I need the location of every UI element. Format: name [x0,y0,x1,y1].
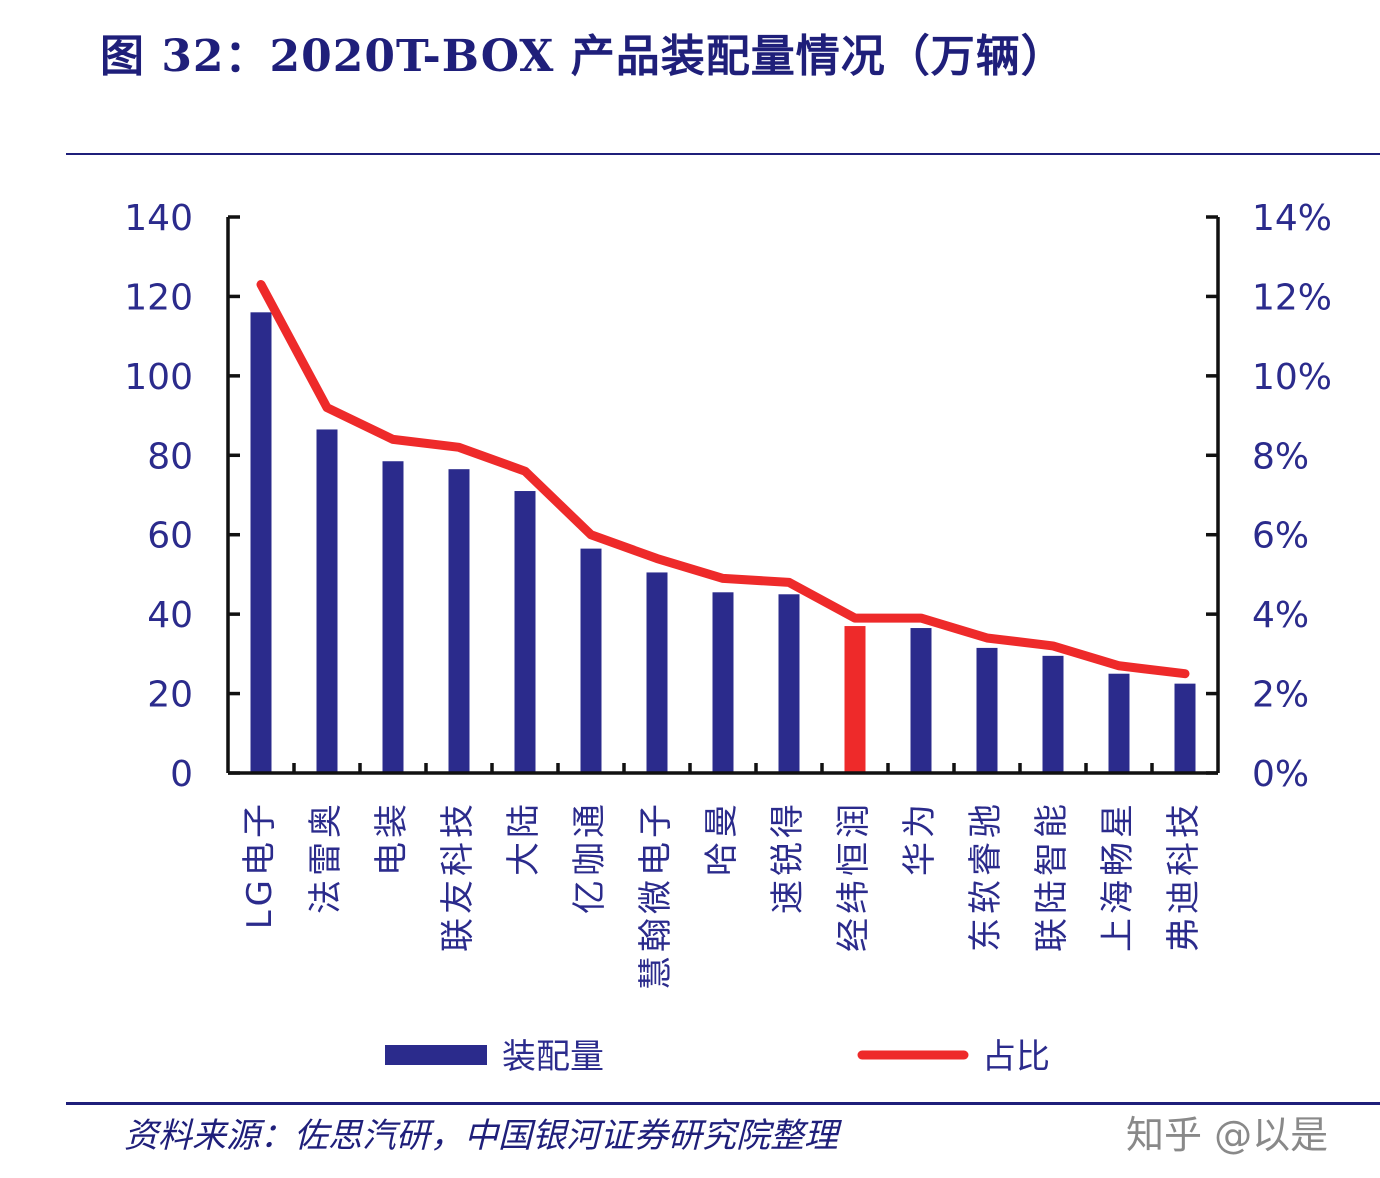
bar-3 [382,461,404,773]
bar-15 [1174,683,1196,773]
left-tick-label: 140 [124,198,193,239]
legend-label-line: 占比 [982,1037,1050,1077]
category-label: 东软睿驰 [966,800,1006,952]
category-label: 电装 [372,800,412,876]
left-tick-label: 60 [147,516,193,557]
bar-13 [1042,655,1064,773]
left-tick-label: 40 [147,595,193,636]
bar-4 [448,469,470,773]
category-label: 法雷奥 [306,800,346,914]
bar-6 [580,548,602,773]
category-label: 经纬恒润 [834,800,874,952]
left-tick-label: 0 [170,754,193,795]
source-note: 资料来源：佐思汽研，中国银河证券研究院整理 [124,1116,838,1156]
bar-1 [250,312,272,773]
right-tick-label: 4% [1252,595,1309,636]
right-tick-label: 12% [1252,277,1332,318]
bar-14 [1108,673,1130,773]
category-label: 联陆智能 [1032,800,1072,952]
legend-swatch-bars [385,1045,487,1065]
category-label: 弗迪科技 [1164,800,1204,952]
right-tick-label: 6% [1252,516,1309,557]
category-label: 联友科技 [438,800,478,952]
category-label: LG电子 [240,800,280,929]
watermark: 知乎 @以是 [1126,1113,1329,1157]
chart: 0 20 40 60 80 100 120 140 0% 2% 4% 6% 8% 10% 12% 14% LG电… [124,198,1332,1077]
category-label: 大陆 [504,800,544,876]
right-tick-label: 14% [1252,198,1332,239]
category-label: 哈曼 [702,800,742,876]
category-label: 亿咖通 [570,800,610,914]
right-tick-label: 2% [1252,675,1309,716]
bar-2 [316,429,338,773]
right-tick-label: 10% [1252,357,1332,398]
left-tick-label: 120 [124,277,193,318]
right-tick-label: 0% [1252,754,1309,795]
left-tick-label: 20 [147,675,193,716]
category-label: 华为 [900,800,940,876]
legend-group: 装配量 占比 [385,1037,1050,1077]
bar-12 [976,647,998,773]
title-divider [66,153,1380,155]
right-tick-label: 8% [1252,436,1309,477]
bar-9 [778,594,800,773]
share-line [256,280,1190,679]
category-label: 慧翰微电子 [636,800,676,990]
bar-11 [910,628,932,773]
bar-7 [646,572,668,773]
line-group [256,280,1190,679]
left-tick-label: 100 [124,357,193,398]
legend-label-bars: 装配量 [502,1037,604,1077]
footer-divider [66,1102,1380,1105]
axes-group: 0 20 40 60 80 100 120 140 0% 2% 4% 6% 8% 10% 12% 14% LG电… [124,198,1332,990]
bar-5 [514,491,536,773]
category-label: 速锐得 [768,800,808,914]
bar-10 [844,626,866,773]
figure-title: 图 32：2020T-BOX 产品装配量情况（万辆） [100,31,1066,82]
bar-8 [712,592,734,773]
left-tick-label: 80 [147,436,193,477]
category-label: 上海畅星 [1098,800,1138,952]
bars-group [250,312,1196,773]
